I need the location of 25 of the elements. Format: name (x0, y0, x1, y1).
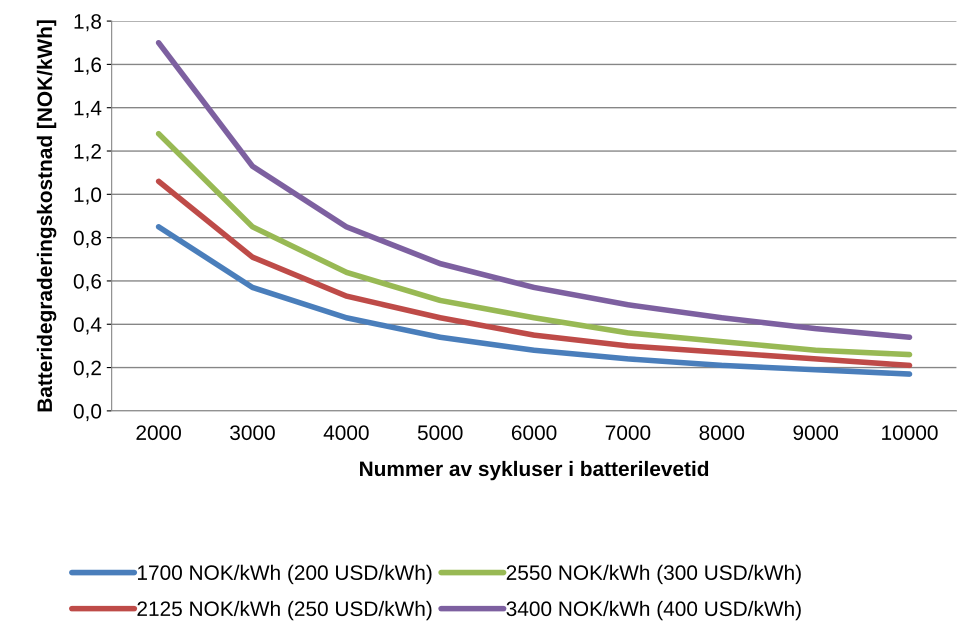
y-tick-label: 0,8 (74, 230, 102, 248)
y-tick-label: 1,8 (74, 14, 102, 32)
y-tick-label: 0,0 (74, 404, 102, 422)
x-tick-label: 9000 (793, 425, 838, 440)
legend-label: 2550 NOK/kWh (300 USD/kWh) (506, 564, 801, 584)
y-tick-label: 1,6 (74, 57, 102, 75)
legend-label: 2125 NOK/kWh (250 USD/kWh) (137, 600, 432, 620)
x-tick-label: 10000 (882, 425, 938, 440)
legend-label: 3400 NOK/kWh (400 USD/kWh) (506, 600, 801, 620)
y-tick-label: 0,4 (74, 317, 102, 334)
y-tick-label: 1,0 (74, 187, 102, 205)
y-tick-label: 1,2 (74, 144, 101, 162)
y-tick-label: 0,2 (74, 360, 101, 378)
x-tick-label: 6000 (512, 425, 556, 440)
x-tick-label: 4000 (324, 425, 369, 440)
legend-label: 1700 NOK/kWh (200 USD/kWh) (138, 564, 432, 584)
x-axis-title: Nummer av sykluser i batterilevetid (360, 460, 708, 480)
x-tick-label: 2000 (136, 425, 181, 440)
y-tick-label: 1,4 (74, 100, 102, 118)
x-tick-label: 3000 (230, 425, 275, 440)
x-tick-label: 8000 (700, 425, 744, 440)
y-axis-title: Batteridegraderingskostnad [NOK/kWh] (36, 20, 56, 412)
x-tick-label: 7000 (606, 425, 650, 440)
y-tick-label: 0,6 (74, 274, 102, 292)
x-tick-label: 5000 (418, 425, 463, 440)
